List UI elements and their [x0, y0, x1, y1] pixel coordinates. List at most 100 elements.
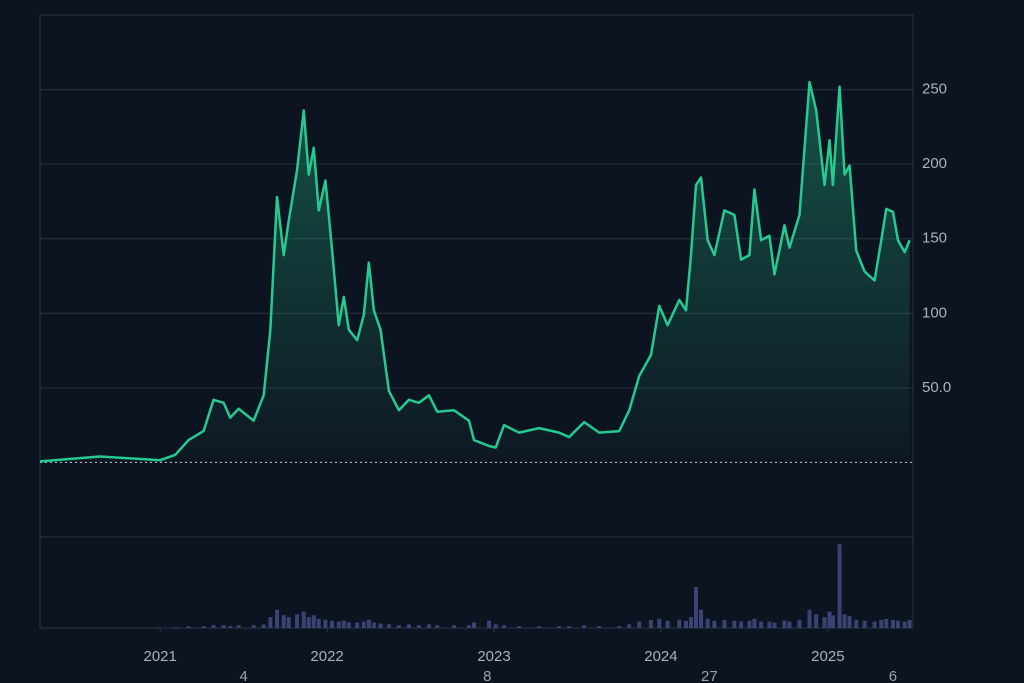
volume-bar [386, 624, 391, 628]
volume-bar [747, 620, 752, 628]
volume-bar [694, 587, 699, 628]
volume-bar [330, 620, 335, 628]
x-tick-label: 2021 [143, 648, 176, 665]
volume-bar [286, 617, 291, 628]
volume-bar [228, 626, 233, 628]
volume-bar [627, 624, 632, 628]
price-line [39, 80, 911, 463]
volume-bar [582, 625, 587, 628]
volume-bar [311, 615, 316, 628]
volume-bar [517, 626, 522, 628]
volume-bar [854, 619, 859, 628]
volume-bar [767, 621, 772, 628]
volume-bar [837, 544, 842, 628]
volume-bar [884, 618, 889, 628]
volume-bar [361, 621, 366, 628]
volume-bar [782, 620, 787, 628]
volume-bar [847, 616, 852, 628]
volume-bar [890, 619, 895, 628]
volume-bar [752, 618, 757, 628]
volume-bar [617, 626, 622, 628]
volume-bar [732, 620, 737, 628]
volume-bar [557, 626, 562, 628]
volume-bar [597, 626, 602, 628]
volume-bar [346, 622, 351, 628]
volume-bar [261, 624, 266, 628]
volume-bar [502, 625, 507, 628]
volume-bar [201, 626, 206, 628]
volume-bar [842, 614, 847, 628]
volume-bar [827, 611, 832, 628]
volume-bar [648, 619, 653, 628]
volume-bar [537, 626, 542, 628]
volume-bar [807, 609, 812, 628]
volume-bar [567, 626, 572, 628]
volume-bar [406, 624, 411, 628]
volume-bar [493, 624, 498, 628]
volume-bar [699, 609, 704, 628]
annotation: 27 [701, 668, 718, 683]
volume-bar [366, 619, 371, 628]
volume-bar [759, 621, 764, 628]
volume-bar [306, 617, 311, 628]
volume-bar [371, 622, 376, 628]
volume-bar [316, 618, 321, 628]
annotation: 4 [239, 668, 247, 683]
annotation: 8 [483, 668, 491, 683]
volume-bar [451, 625, 456, 628]
volume-bar [657, 618, 662, 628]
volume-bar [378, 623, 383, 628]
x-tick-label: 2022 [310, 648, 343, 665]
volume-bar [895, 620, 900, 628]
volume-bar [665, 620, 670, 628]
y-tick-label: 100 [922, 304, 947, 321]
volume-bar [323, 619, 328, 628]
x-tick-label: 2025 [811, 648, 844, 665]
volume-bar [341, 620, 346, 628]
volume-bar [251, 625, 256, 628]
volume-bar [722, 619, 727, 628]
volume-bar [186, 626, 191, 628]
volume-bar [396, 625, 401, 628]
volume-bar [355, 622, 360, 628]
volume-bar [301, 611, 306, 628]
x-tick-label: 2023 [477, 648, 510, 665]
volume-bar [221, 625, 226, 628]
volume-bar [902, 621, 907, 628]
volume-bar [637, 621, 642, 628]
plot-frame [39, 14, 914, 629]
volume-bar [466, 625, 471, 628]
y-tick-label: 250 [922, 81, 947, 98]
volume-bar [295, 614, 300, 628]
volume-bar [426, 624, 431, 628]
volume-bar [275, 609, 280, 628]
y-tick-label: 150 [922, 230, 947, 247]
volume-bar [822, 617, 827, 628]
volume-bar [872, 621, 877, 628]
volume-bar [435, 625, 440, 628]
volume-bar [688, 617, 693, 628]
volume-bar [683, 620, 688, 628]
volume-bar [487, 620, 492, 628]
volume-bar [797, 619, 802, 628]
volume-bar [712, 620, 717, 628]
volume-bar [211, 625, 216, 628]
volume-bar [416, 625, 421, 628]
volume-bar [236, 625, 241, 628]
volume-bar [739, 621, 744, 628]
volume-bar [173, 627, 178, 628]
volume-bar [268, 617, 273, 628]
area-fill [40, 82, 910, 463]
volume-bar [705, 618, 710, 628]
y-tick-label: 200 [922, 155, 947, 172]
volume-bar [814, 614, 819, 628]
y-tick-label: 50.0 [922, 379, 951, 396]
volume-bar [907, 619, 912, 628]
volume-bar [336, 621, 341, 628]
volume-bar [281, 615, 286, 628]
volume-bar [862, 620, 867, 628]
volume-bar [677, 619, 682, 628]
volume-bar [787, 621, 792, 628]
annotation: 6 [889, 668, 897, 683]
